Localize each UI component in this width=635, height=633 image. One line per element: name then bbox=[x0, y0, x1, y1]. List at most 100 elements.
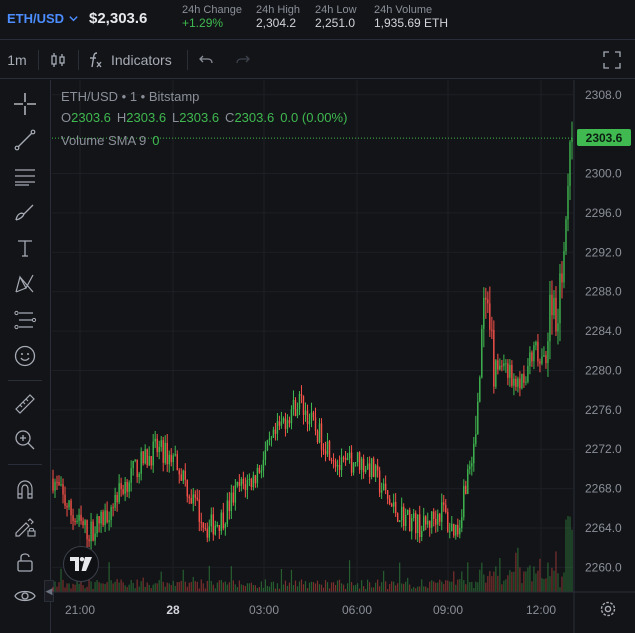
volume-bar bbox=[340, 583, 343, 592]
volume-bar bbox=[393, 581, 395, 592]
interval-button[interactable]: 1m bbox=[7, 52, 27, 68]
candle-body bbox=[539, 361, 541, 364]
volume-bar bbox=[365, 588, 367, 592]
volume-bar bbox=[322, 587, 325, 592]
indicators-button[interactable]: Indicators bbox=[85, 41, 181, 79]
volume-bar bbox=[463, 580, 465, 592]
candle-body bbox=[102, 511, 104, 525]
trend-line-tool[interactable] bbox=[9, 126, 41, 154]
magnet-tool[interactable] bbox=[9, 476, 41, 504]
volume-bar bbox=[465, 584, 467, 592]
candle-body bbox=[475, 434, 477, 444]
visibility-tool[interactable] bbox=[9, 582, 41, 610]
volume-bar bbox=[276, 583, 279, 592]
zoom-in-tool[interactable] bbox=[9, 426, 41, 454]
volume-bar bbox=[348, 560, 351, 592]
volume-bar bbox=[144, 586, 146, 592]
volume-bar bbox=[62, 579, 64, 592]
candle-body bbox=[284, 418, 287, 429]
candle-body bbox=[98, 516, 100, 524]
candle-body bbox=[336, 464, 339, 467]
volume-bar bbox=[128, 584, 130, 592]
volume-bar bbox=[551, 567, 553, 592]
volume-bar bbox=[352, 585, 355, 592]
volume-bar bbox=[413, 586, 415, 592]
lock-tool[interactable] bbox=[9, 548, 41, 576]
volume-sma-legend[interactable]: Volume SMA 9 0 bbox=[61, 133, 160, 148]
candle-body bbox=[196, 497, 198, 500]
volume-sma-label: Volume SMA 9 bbox=[61, 133, 147, 148]
ohlc-low-value: 2303.6 bbox=[179, 110, 220, 125]
volume-bar bbox=[268, 586, 271, 592]
lock-drawing-tool[interactable] bbox=[9, 512, 41, 540]
volume-bar bbox=[451, 581, 453, 592]
pair-selector[interactable]: ETH/USD bbox=[7, 11, 79, 26]
ruler-tool[interactable] bbox=[9, 390, 41, 418]
volume-bar bbox=[258, 586, 260, 592]
text-tool[interactable] bbox=[9, 234, 41, 262]
emoji-tool[interactable] bbox=[9, 342, 41, 370]
candle-body bbox=[352, 462, 355, 473]
volume-bar bbox=[495, 566, 497, 592]
volume-bar bbox=[471, 581, 473, 592]
ohlc-change: 0.0 (0.00%) bbox=[280, 110, 348, 125]
crosshair-tool[interactable] bbox=[9, 90, 41, 118]
candle-body bbox=[386, 490, 389, 499]
candle-body bbox=[172, 455, 174, 463]
volume-bar bbox=[186, 586, 188, 592]
candle-body bbox=[168, 454, 170, 465]
brush-tool[interactable] bbox=[9, 198, 41, 226]
candle-body bbox=[206, 528, 208, 538]
volume-bar bbox=[545, 578, 547, 592]
volume-bar bbox=[473, 588, 475, 592]
candle-body bbox=[461, 517, 463, 529]
price-tick-label: 2296.0 bbox=[585, 206, 622, 220]
candle-body bbox=[242, 478, 245, 485]
candle-body bbox=[194, 494, 196, 498]
fullscreen-button[interactable] bbox=[598, 41, 626, 79]
candle-body bbox=[290, 409, 293, 424]
volume-bar bbox=[102, 583, 104, 592]
fib-tool[interactable] bbox=[9, 162, 41, 190]
candle-body bbox=[497, 360, 499, 370]
collapse-rail-button[interactable]: ◀ bbox=[44, 580, 54, 602]
candle-body bbox=[338, 464, 341, 470]
time-axis[interactable]: 21:00 28 03:00 06:00 09:00 12:00 bbox=[65, 603, 556, 617]
prediction-tool[interactable] bbox=[9, 306, 41, 334]
volume-bar bbox=[342, 584, 345, 592]
volume-bar bbox=[557, 573, 559, 592]
price-axis[interactable]: 2308.0 2300.0 2296.0 2292.0 2288.0 2284.0 2280… bbox=[585, 88, 622, 575]
undo-button[interactable] bbox=[193, 41, 219, 79]
tradingview-logo[interactable] bbox=[63, 546, 99, 582]
volume-bar bbox=[110, 580, 112, 592]
chart-type-button[interactable] bbox=[45, 41, 71, 79]
pattern-tool[interactable] bbox=[9, 270, 41, 298]
stat-value: 1,935.69 ETH bbox=[374, 16, 449, 30]
candle-body bbox=[176, 454, 178, 471]
volume-bar bbox=[381, 582, 383, 592]
candle-body bbox=[62, 484, 64, 495]
candle-body bbox=[543, 355, 545, 357]
candle-body bbox=[507, 363, 509, 378]
candle-body bbox=[469, 466, 471, 470]
volume-bar bbox=[423, 586, 425, 592]
redo-button[interactable] bbox=[230, 41, 256, 79]
volume-bar bbox=[198, 588, 200, 592]
chart-settings-button[interactable] bbox=[598, 599, 618, 619]
volume-bar bbox=[344, 588, 347, 592]
volume-bar bbox=[519, 567, 521, 592]
candle-body bbox=[531, 352, 533, 362]
candle-body bbox=[571, 138, 573, 143]
volume-bar bbox=[407, 577, 409, 592]
candle-body bbox=[52, 478, 54, 491]
price-tick-label: 2292.0 bbox=[585, 245, 622, 259]
volume-bar bbox=[82, 585, 84, 592]
volume-bar bbox=[178, 582, 180, 592]
price-chart[interactable]: 2308.0 2300.0 2296.0 2292.0 2288.0 2284.0 2280… bbox=[52, 80, 635, 633]
candle-body bbox=[112, 507, 114, 509]
volume-bar bbox=[230, 566, 232, 592]
candle-body bbox=[467, 469, 469, 494]
volume-bar bbox=[360, 580, 363, 592]
candle-body bbox=[192, 494, 194, 504]
candle-body bbox=[80, 514, 82, 521]
